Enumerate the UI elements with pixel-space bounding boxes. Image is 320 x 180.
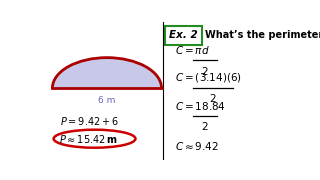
Text: $C = (3.14)(6)$: $C = (3.14)(6)$ — [175, 71, 242, 84]
Text: $C = 18.84$: $C = 18.84$ — [175, 100, 226, 112]
Text: $\mathit{P} \approx 15.42\,\mathbf{m}$: $\mathit{P} \approx 15.42\,\mathbf{m}$ — [59, 133, 117, 145]
Text: Ex. 2: Ex. 2 — [170, 30, 198, 40]
Polygon shape — [52, 58, 162, 88]
Text: $2$: $2$ — [201, 120, 209, 132]
Text: $C \approx 9.42$: $C \approx 9.42$ — [175, 140, 219, 152]
Text: $C = \pi d$: $C = \pi d$ — [175, 44, 210, 56]
Text: $2$: $2$ — [210, 92, 217, 104]
Text: $\mathit{P} = 9.42 + 6$: $\mathit{P} = 9.42 + 6$ — [60, 115, 119, 127]
Text: What’s the perimeter?: What’s the perimeter? — [205, 30, 320, 40]
FancyBboxPatch shape — [165, 26, 203, 45]
Text: 6 m: 6 m — [98, 96, 116, 105]
Ellipse shape — [54, 130, 135, 148]
Text: $2$: $2$ — [201, 65, 209, 76]
